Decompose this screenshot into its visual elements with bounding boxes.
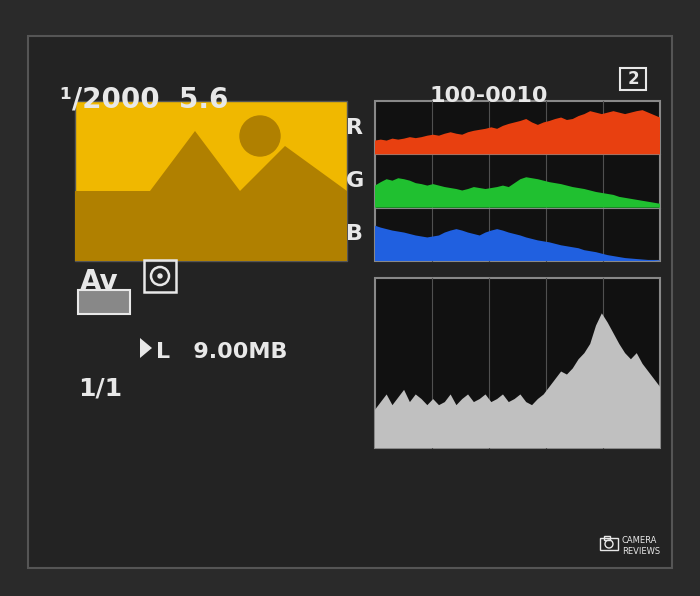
Text: 2: 2: [627, 70, 639, 88]
Text: ¹/2000  5.6: ¹/2000 5.6: [60, 86, 228, 114]
Bar: [375, 101, 660, 261]
Bar: [78, 290, 130, 314]
Polygon shape: [375, 313, 660, 448]
Polygon shape: [375, 177, 660, 207]
Polygon shape: [140, 338, 152, 358]
Text: CAMERA
REVIEWS: CAMERA REVIEWS: [622, 536, 660, 556]
Text: AWB: AWB: [88, 296, 120, 309]
Polygon shape: [375, 226, 660, 261]
Text: Av: Av: [80, 268, 118, 296]
Text: 1/1: 1/1: [78, 376, 122, 400]
Circle shape: [240, 116, 280, 156]
Text: 100-0010: 100-0010: [430, 86, 549, 106]
Text: G: G: [346, 171, 364, 191]
Bar: [620, 68, 646, 90]
Polygon shape: [75, 131, 347, 261]
Bar: [144, 260, 176, 292]
Polygon shape: [375, 110, 660, 154]
Text: B: B: [346, 224, 363, 244]
Bar: [28, 36, 672, 568]
Bar: [375, 278, 660, 448]
Bar: [604, 536, 610, 540]
Text: R: R: [346, 117, 363, 138]
Bar: [600, 538, 618, 550]
Bar: [28, 36, 672, 568]
Bar: [75, 101, 347, 261]
Circle shape: [158, 274, 162, 278]
Text: L   9.00MB: L 9.00MB: [156, 342, 288, 362]
